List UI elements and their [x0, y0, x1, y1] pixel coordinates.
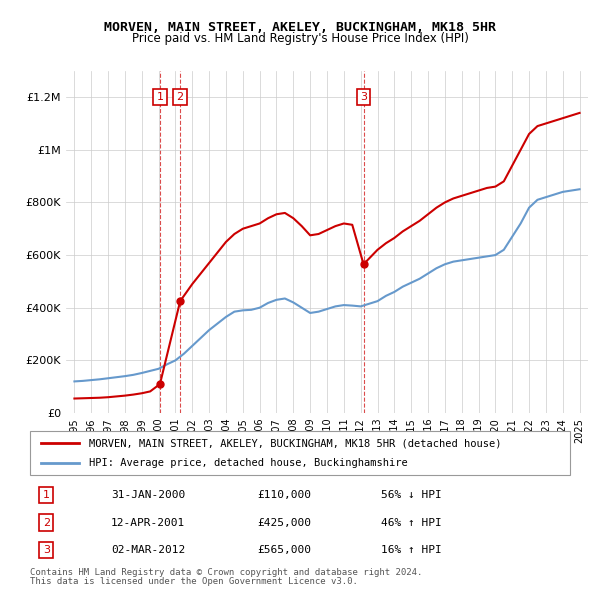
- Text: 1: 1: [157, 92, 163, 102]
- Text: Contains HM Land Registry data © Crown copyright and database right 2024.: Contains HM Land Registry data © Crown c…: [30, 568, 422, 577]
- Text: £425,000: £425,000: [257, 517, 311, 527]
- Text: 3: 3: [43, 545, 50, 555]
- Text: 46% ↑ HPI: 46% ↑ HPI: [381, 517, 442, 527]
- Text: Price paid vs. HM Land Registry's House Price Index (HPI): Price paid vs. HM Land Registry's House …: [131, 32, 469, 45]
- Text: £565,000: £565,000: [257, 545, 311, 555]
- Text: HPI: Average price, detached house, Buckinghamshire: HPI: Average price, detached house, Buck…: [89, 458, 408, 467]
- Text: MORVEN, MAIN STREET, AKELEY, BUCKINGHAM, MK18 5HR (detached house): MORVEN, MAIN STREET, AKELEY, BUCKINGHAM,…: [89, 438, 502, 448]
- Text: £110,000: £110,000: [257, 490, 311, 500]
- Text: This data is licensed under the Open Government Licence v3.0.: This data is licensed under the Open Gov…: [30, 577, 358, 586]
- Text: 2: 2: [176, 92, 184, 102]
- Text: 3: 3: [360, 92, 367, 102]
- Text: 12-APR-2001: 12-APR-2001: [111, 517, 185, 527]
- Text: 56% ↓ HPI: 56% ↓ HPI: [381, 490, 442, 500]
- Text: 02-MAR-2012: 02-MAR-2012: [111, 545, 185, 555]
- Text: 2: 2: [43, 517, 50, 527]
- Text: 31-JAN-2000: 31-JAN-2000: [111, 490, 185, 500]
- Text: 16% ↑ HPI: 16% ↑ HPI: [381, 545, 442, 555]
- Text: 1: 1: [43, 490, 50, 500]
- Text: MORVEN, MAIN STREET, AKELEY, BUCKINGHAM, MK18 5HR: MORVEN, MAIN STREET, AKELEY, BUCKINGHAM,…: [104, 21, 496, 34]
- FancyBboxPatch shape: [30, 431, 570, 475]
